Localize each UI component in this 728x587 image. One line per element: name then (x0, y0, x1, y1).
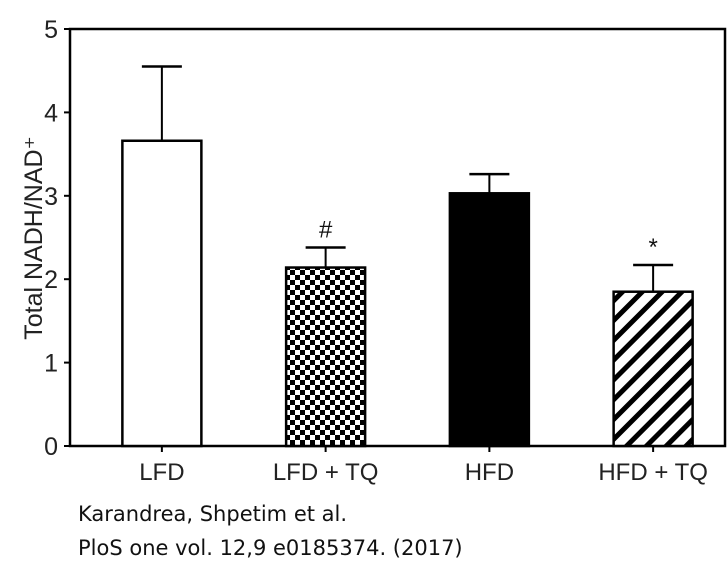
y-tick-label: 0 (44, 433, 58, 461)
x-tick-label: HFD (465, 459, 514, 486)
x-tick-label: LFD + TQ (273, 459, 379, 486)
x-tick-label: LFD (139, 459, 184, 486)
y-tick-label: 1 (44, 350, 58, 378)
y-tick-label: 2 (44, 266, 58, 294)
y-axis-label: Total NADH/NAD⁺ (20, 136, 48, 340)
citation-authors: Karandrea, Shpetim et al. (78, 502, 348, 526)
y-tick-label: 3 (44, 183, 58, 211)
significance-marker: * (648, 234, 657, 261)
significance-marker: # (319, 217, 333, 244)
x-tick-label: HFD + TQ (598, 459, 708, 486)
bar-hfd-tq (612, 290, 694, 448)
bar-lfd (121, 139, 203, 448)
y-tick-label: 5 (44, 16, 58, 44)
bar-lfd-tq (284, 266, 367, 448)
y-tick-label: 4 (44, 99, 58, 127)
plot-frame (68, 27, 727, 448)
bar-hfd (448, 192, 531, 448)
citation-reference: PloS one vol. 12,9 e0185374. (2017) (78, 536, 463, 560)
